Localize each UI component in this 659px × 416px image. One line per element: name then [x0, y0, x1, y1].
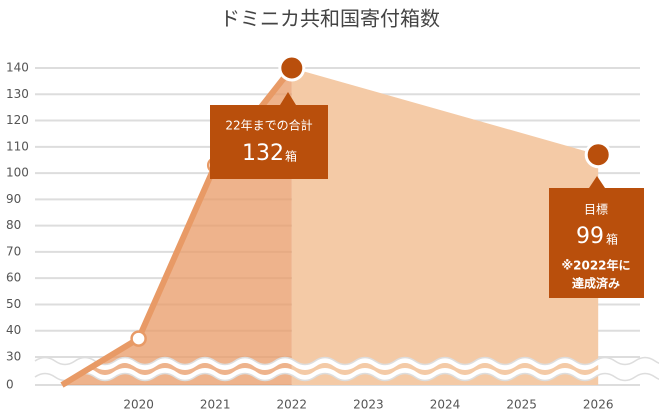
x-tick-label: 2025 — [506, 398, 537, 412]
y-tick-label: 0 — [6, 378, 14, 392]
callout-note: 達成済み — [572, 276, 620, 291]
y-tick-label: 140 — [6, 61, 29, 75]
x-tick-label: 2023 — [353, 398, 384, 412]
marker — [130, 330, 147, 347]
y-tick-label: 80 — [6, 218, 21, 232]
axis-break-edge — [34, 356, 659, 366]
callout-box — [210, 92, 328, 179]
callout-label: 22年までの合計 — [225, 118, 312, 133]
y-tick-label: 120 — [6, 113, 29, 127]
target-marker — [584, 141, 612, 169]
x-tick-label: 2024 — [430, 398, 461, 412]
target-area — [291, 68, 599, 385]
callout-number: 132 — [242, 141, 284, 166]
callout: 22年までの合計 132 箱 — [210, 92, 328, 179]
axis-break — [33, 358, 659, 370]
y-tick-label: 110 — [6, 139, 29, 153]
y-tick-label: 30 — [6, 350, 21, 364]
y-tick-label: 50 — [6, 297, 21, 311]
axis-break — [33, 368, 659, 380]
x-tick-label: 2021 — [200, 398, 231, 412]
callout-label: 目標 — [584, 203, 608, 217]
y-tick-label: 60 — [6, 271, 21, 285]
x-tick-label: 2022 — [277, 398, 308, 412]
callout-note: ※2022年に — [561, 258, 630, 273]
y-tick-label: 130 — [6, 87, 29, 101]
callout-unit: 箱 — [285, 149, 297, 164]
y-tick-label: 90 — [6, 192, 21, 206]
x-tick-label: 2020 — [123, 398, 154, 412]
callout-number: 99 — [576, 224, 604, 249]
y-tick-label: 40 — [6, 323, 21, 337]
callout-box — [549, 176, 644, 298]
axis-break-edge — [34, 372, 659, 382]
y-tick-label: 70 — [6, 244, 21, 258]
highlight-marker — [278, 54, 306, 82]
x-tick-label: 2026 — [583, 398, 614, 412]
y-tick-label: 100 — [6, 166, 29, 180]
chart-title: ドミニカ共和国寄付箱数 — [220, 7, 440, 31]
callout-unit: 箱 — [606, 232, 618, 247]
